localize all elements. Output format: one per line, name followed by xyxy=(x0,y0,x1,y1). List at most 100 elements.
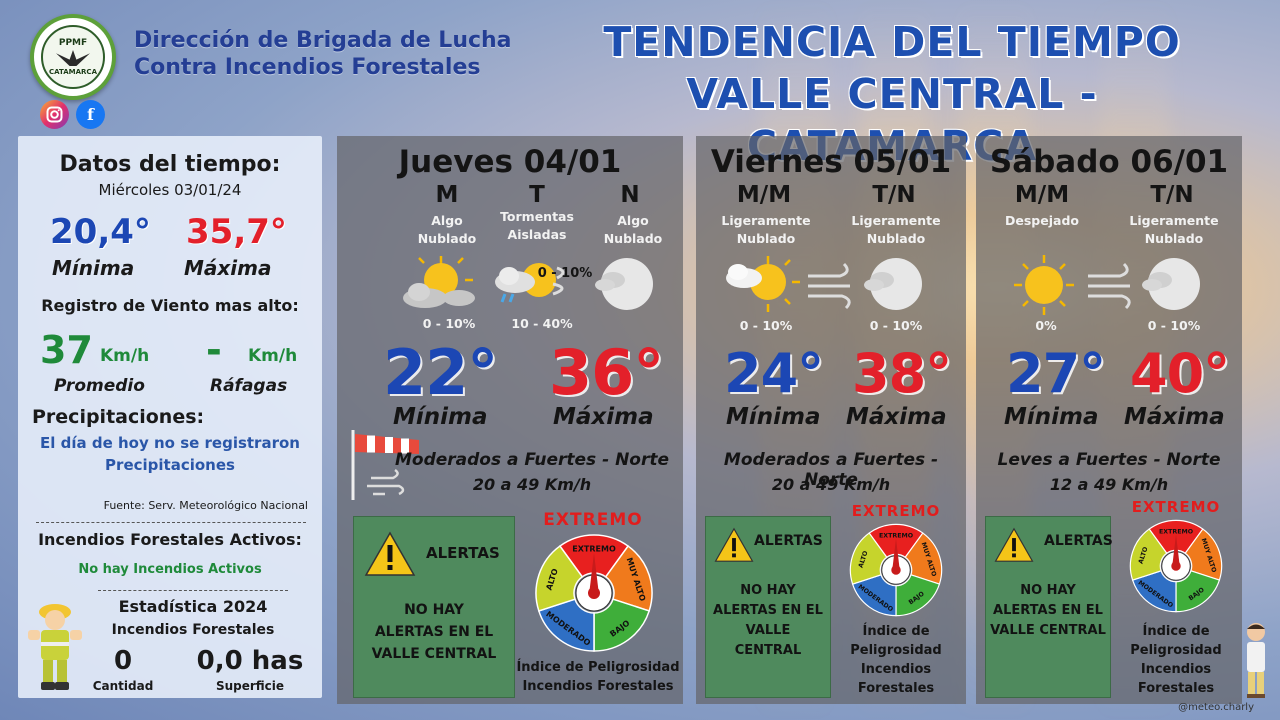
brigade-logo: PPMF CATAMARCA xyxy=(30,14,116,100)
alert-line: ALERTAS EN EL xyxy=(374,624,494,640)
gauge-segment xyxy=(895,574,941,617)
firefighter-mascot-icon xyxy=(28,604,82,690)
period-label: T/N xyxy=(1150,182,1194,208)
current-date: Miércoles 03/01/24 xyxy=(98,181,242,199)
facebook-icon[interactable]: f xyxy=(76,100,105,129)
period-condition: Tormentas Aisladas xyxy=(487,208,587,244)
danger-label-line: Índice de xyxy=(1142,624,1210,639)
gauge-segment xyxy=(1131,570,1177,613)
active-fires-title: Incendios Forestales Activos: xyxy=(38,530,302,549)
period-condition: Despejado xyxy=(992,212,1092,230)
condition-line: Ligeramente xyxy=(851,213,941,228)
alert-line: NO HAY xyxy=(1020,583,1076,598)
precip-probability: 0 - 10% xyxy=(422,316,476,331)
wind-average-label: Promedio xyxy=(54,376,145,396)
precip-probability: 0 - 10% xyxy=(869,318,923,333)
period-label: T/N xyxy=(872,182,916,208)
danger-level: EXTREMO xyxy=(851,502,941,520)
gauge-segment xyxy=(904,532,943,585)
forecast-day-2: Viernes 05/01 M/M T/N Ligeramente Nublad… xyxy=(696,136,966,704)
danger-label-line: Forestales xyxy=(857,681,935,696)
gauge-segment xyxy=(604,545,653,612)
today-min-temp: 20,4° xyxy=(50,212,151,252)
danger-label-line: Forestales xyxy=(1137,681,1215,696)
danger-index-label: Índice de Peligrosidad Incendios Foresta… xyxy=(513,658,683,696)
fire-area: 0,0 has xyxy=(196,646,304,676)
precip-probability: 0 - 10% xyxy=(739,318,793,333)
alert-text: NO HAY ALERTAS EN EL VALLE CENTRAL xyxy=(706,581,830,661)
wind-record-title: Registro de Viento mas alto: xyxy=(41,296,299,315)
instagram-icon[interactable] xyxy=(40,100,69,129)
gauge-needle xyxy=(589,553,599,595)
alert-line: CENTRAL xyxy=(734,643,802,658)
gauge-label: EXTREMO xyxy=(572,545,616,554)
partly-cloudy-icon xyxy=(403,256,475,308)
period-label: M xyxy=(435,182,459,208)
wind-gust-value: - xyxy=(206,328,222,372)
title-line-1: TENDENCIA DEL TIEMPO xyxy=(603,18,1181,66)
author-avatar-icon xyxy=(1247,623,1265,698)
today-max-label: Máxima xyxy=(184,256,272,280)
wind-icon xyxy=(808,262,851,310)
forecast-max-label: Máxima xyxy=(553,404,654,430)
condition-line: Nublado xyxy=(417,231,477,246)
alert-line: VALLE xyxy=(745,623,791,638)
cloudy-moon-icon xyxy=(595,258,653,310)
wind-speed: 12 a 49 Km/h xyxy=(1049,475,1169,494)
wind-average-unit: Km/h xyxy=(100,346,150,366)
alert-box: ALERTAS NO HAY ALERTAS EN EL VALLE CENTR… xyxy=(353,516,515,698)
stats-title: Estadística 2024 xyxy=(118,597,268,616)
wind-icon xyxy=(1088,262,1131,310)
condition-line: Tormentas xyxy=(500,209,574,224)
period-condition: Algo Nublado xyxy=(583,212,683,248)
gauge-segment xyxy=(593,598,651,652)
alert-title: ALERTAS xyxy=(426,544,500,562)
wind-gust-label: Ráfagas xyxy=(210,376,288,396)
alert-text: NO HAY ALERTAS EN EL VALLE CENTRAL xyxy=(986,581,1110,641)
alert-box: ALERTAS NO HAY ALERTAS EN EL VALLE CENTR… xyxy=(705,516,831,698)
organization-name: Dirección de Brigada de Lucha Contra Inc… xyxy=(134,27,512,81)
danger-label-line: Índice de xyxy=(862,624,930,639)
condition-line: Nublado xyxy=(1144,231,1204,246)
logo-text: PPMF xyxy=(58,38,88,48)
forecast-min-label: Mínima xyxy=(1004,404,1099,430)
precip-probability: 0 - 10% xyxy=(1147,318,1201,333)
current-weather-title: Datos del tiempo: xyxy=(59,152,281,177)
wind-average-value: 37 xyxy=(40,328,93,372)
overlay-probability: 0 - 10% xyxy=(537,266,593,281)
logo-place: CATAMARCA xyxy=(49,68,97,76)
condition-line: Algo xyxy=(617,213,649,228)
forecast-min-temp: 22° xyxy=(383,336,498,409)
condition-line: Ligeramente xyxy=(721,213,811,228)
gauge-segment xyxy=(1175,570,1221,613)
alert-line: ALERTAS EN EL xyxy=(713,603,823,618)
gauge-segment xyxy=(1129,528,1168,581)
forecast-min-label: Mínima xyxy=(393,404,488,430)
org-line-1: Dirección de Brigada de Lucha xyxy=(134,28,512,53)
author-credit: @meteo.charly xyxy=(1178,702,1254,713)
fire-area-label: Superficie xyxy=(215,679,285,693)
gauge-needle-pivot xyxy=(1171,561,1181,571)
forecast-min-temp: 27° xyxy=(1006,342,1106,405)
condition-line: Nublado xyxy=(736,231,796,246)
alert-line: NO HAY xyxy=(404,602,464,618)
wind-speed: 20 a 49 Km/h xyxy=(771,475,891,494)
precipitation-line-1: El día de hoy no se registraron xyxy=(40,434,300,452)
storm-icon xyxy=(495,263,565,303)
partly-cloudy-icon xyxy=(726,256,800,312)
cloudy-moon-icon xyxy=(864,258,922,310)
fire-count: 0 xyxy=(113,646,133,676)
period-condition: Ligeramente Nublado xyxy=(846,212,946,248)
warning-icon xyxy=(714,527,754,562)
org-line-2: Contra Incendios Forestales xyxy=(134,55,481,80)
period-label: N xyxy=(620,182,640,208)
period-condition: Algo Nublado xyxy=(397,212,497,248)
warning-icon xyxy=(994,527,1034,562)
forecast-max-temp: 40° xyxy=(1130,342,1230,405)
gauge-segment xyxy=(537,598,595,652)
cloudy-moon-icon xyxy=(1142,258,1200,310)
gauge-segment xyxy=(1184,528,1223,581)
danger-level: EXTREMO xyxy=(1131,498,1221,516)
condition-line: Nublado xyxy=(866,231,926,246)
